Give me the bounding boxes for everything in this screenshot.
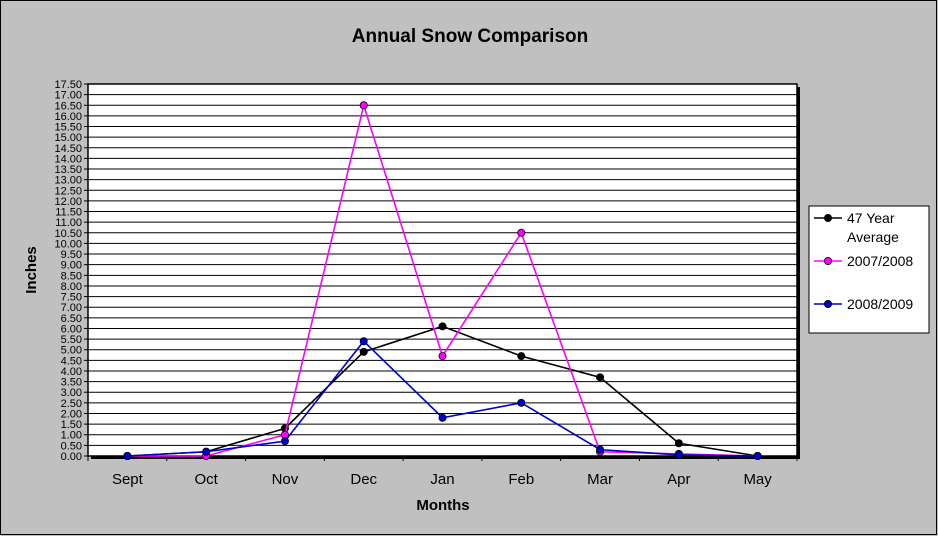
x-tick-label: Feb [508,471,534,488]
y-tick-label: 16.00 [54,111,82,123]
legend-label: 47 Year [847,210,895,226]
y-tick-label: 11.50 [55,207,82,219]
data-point [359,347,368,356]
y-tick-label: 2.50 [61,398,82,410]
data-point [280,437,289,446]
y-tick-label: 11.00 [55,217,82,229]
data-point [359,101,368,110]
legend: 47 Year Average 2007/2008 2008/2009 [808,205,930,334]
y-tick-label: 15.50 [54,122,82,134]
y-tick-label: 15.00 [54,132,82,144]
legend-marker [824,299,833,308]
y-tick-label: 13.50 [54,164,82,176]
y-tick-label: 12.50 [54,185,82,197]
data-point [674,450,683,459]
chart-title: Annual Snow Comparison [352,26,588,47]
y-tick-label: 6.00 [61,323,82,335]
y-tick-label: 5.00 [61,345,82,357]
x-tick-label: Oct [194,471,218,488]
y-tick-label: 9.50 [61,249,82,261]
data-point [438,413,447,422]
y-tick-label: 3.50 [61,377,82,389]
y-tick-label: 1.50 [61,419,82,431]
legend-marker [824,256,833,265]
y-tick-label: 7.00 [61,302,82,314]
y-tick-label: 0.00 [61,451,82,463]
data-point [753,451,762,460]
y-tick-label: 14.00 [54,153,82,165]
legend-box [808,205,930,334]
y-tick-label: 7.50 [61,292,82,304]
data-point [438,322,447,331]
x-axis-label: Months [416,497,469,514]
y-tick-label: 16.50 [54,100,82,112]
y-tick-label: 10.00 [54,238,82,250]
data-point [596,373,605,382]
y-tick-label: 3.00 [61,387,82,399]
y-axis-label: Inches [23,246,40,294]
y-tick-label: 8.00 [61,281,82,293]
y-tick-label: 14.50 [54,143,82,155]
y-tick-label: 12.00 [54,196,82,208]
y-tick-label: 17.00 [54,90,82,102]
y-tick-label: 17.50 [54,79,82,91]
legend-marker [824,213,833,222]
y-tick-label: 0.50 [61,440,82,452]
y-tick-label: 8.50 [61,270,82,282]
data-point [674,439,683,448]
plot-area: 0.000.501.001.502.002.503.003.504.004.50… [54,79,800,488]
y-tick-label: 9.00 [61,260,82,272]
x-tick-label: May [743,471,772,488]
y-tick-label: 2.00 [61,408,82,420]
plot-background [87,83,798,457]
y-tick-label: 10.50 [54,228,82,240]
data-point [517,228,526,237]
y-tick-label: 13.00 [54,175,82,187]
x-tick-label: Apr [667,471,690,488]
data-point [438,352,447,361]
x-tick-label: Jan [430,471,454,488]
data-point [123,451,132,460]
x-tick-label: Sept [112,471,144,488]
legend-label: 2007/2008 [847,253,913,269]
x-tick-label: Nov [272,471,299,488]
y-tick-label: 4.00 [61,366,82,378]
data-point [517,398,526,407]
y-tick-label: 6.50 [61,313,82,325]
y-tick-label: 4.50 [61,355,82,367]
x-tick-label: Dec [350,471,377,488]
x-tick-label: Mar [587,471,613,488]
data-point [202,447,211,456]
y-tick-label: 5.50 [61,334,82,346]
data-point [596,445,605,454]
data-point [517,352,526,361]
data-point [359,337,368,346]
legend-label: 2008/2009 [847,296,913,312]
y-tick-label: 1.00 [61,430,82,442]
legend-label: Average [847,229,899,245]
